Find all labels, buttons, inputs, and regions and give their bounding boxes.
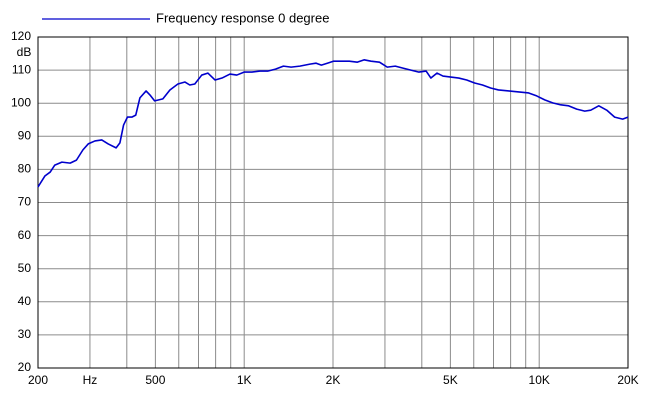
x-tick-label: 2K [326,373,341,387]
plot-frame [37,36,629,369]
response-line [37,59,629,188]
x-tick-label: 10K [529,373,550,387]
x-tick-label: 1K [237,373,252,387]
y-tick-label: 90 [18,128,32,142]
legend-label: Frequency response 0 degree [156,10,329,25]
x-tick-label: 500 [145,373,165,387]
y-tick-label: 80 [18,162,32,176]
y-tick-label: 70 [18,195,32,209]
y-tick-label: 110 [12,62,31,76]
x-tick-label: 20K [617,373,638,387]
y-tick-label: 30 [18,327,32,341]
y-tick-label: 50 [18,261,32,275]
y-tick-label: 20 [18,360,32,374]
y-tick-label: 60 [18,228,32,242]
x-tick-label: 5K [443,373,458,387]
y-tick-label: 40 [18,294,32,308]
y-tick-label: 120 [11,29,31,43]
x-tick-label: Hz [83,373,98,387]
y-tick-label: 100 [11,95,31,109]
x-tick-label: 200 [28,373,48,387]
y-axis-label: dB [17,45,32,59]
